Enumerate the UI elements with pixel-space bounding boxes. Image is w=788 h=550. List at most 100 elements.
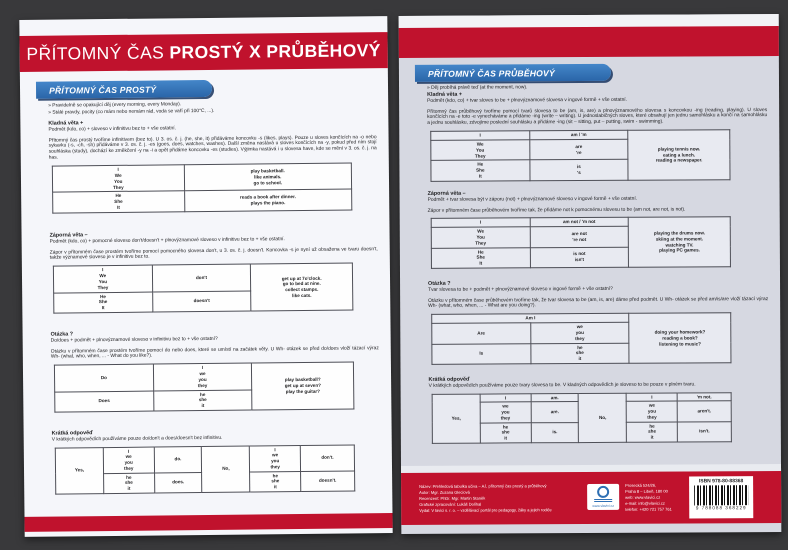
table-cell-line: it	[127, 486, 131, 492]
table-cell-line: it	[650, 434, 654, 440]
table-cell: he she it	[153, 389, 253, 411]
table-cell-line: 's	[577, 170, 581, 176]
table-cell-line: They	[112, 184, 124, 190]
footer-credits: Název: Přehledová tabulka učiva – AJ, př…	[419, 483, 579, 514]
bullet-glyph: »	[427, 85, 430, 91]
table-cell: Do	[54, 364, 154, 392]
front-card: PŘÍTOMNÝ ČAS PROSTÝ X PRŮBĚHOVÝ PŘÍTOMNÝ…	[19, 16, 393, 537]
table-cell-line: It	[479, 260, 483, 266]
table-cell: he she it	[530, 342, 630, 364]
credits-line: Vydal: V lavici s. r. o. – vzdělávací po…	[419, 507, 552, 513]
back-card: PŘÍTOMNÝ ČAS PRŮBĚHOVÝ » Děj probíhá prá…	[398, 14, 782, 534]
section-paragraph: Přítomný čas průběhový tvoříme pomocí tv…	[427, 107, 768, 127]
table-cell-line: 'm not.	[696, 393, 712, 399]
footer-address: Prosecká 524/26, Praha 8 – Libeň, 180 00…	[625, 482, 687, 512]
table-cell: Are	[431, 322, 531, 344]
table-cell: I We You They	[53, 265, 153, 293]
table-cell: He She It	[53, 291, 153, 313]
logo-waves-icon	[594, 498, 613, 503]
table-cell-line: am / 'm	[570, 132, 587, 138]
section-affirmative: Kladná věta + Podmět (kdo, co) + sloveso…	[48, 117, 377, 213]
table-cell-line: doesn't.	[318, 478, 337, 484]
table-cell-line: don't.	[321, 454, 334, 460]
page-title-bold: PROSTÝ X PRŮBĚHOVÝ	[169, 39, 381, 62]
table-cell-line: it	[201, 403, 205, 409]
bullet-text: Stálé pravdy, pocity (co mám nebo nemám …	[52, 108, 215, 116]
table-cell-line: plays the piano.	[250, 200, 286, 206]
section-paragraph: Zápor v přítomném čase průběhovém tvořím…	[427, 206, 686, 214]
table-cell-line: is.	[552, 429, 558, 435]
table-question: Am I doing your homework? reading a book? l…	[431, 313, 731, 365]
table-cell: he she it	[626, 421, 678, 443]
section-formula: Tvar slovesa to be + podmět + plnovýznam…	[428, 286, 613, 293]
table-cell-line: am.	[550, 394, 559, 400]
bullet-glyph: »	[48, 110, 52, 116]
table-cell: get up at 7o'clock. go to bed at nine. col…	[250, 263, 353, 311]
table-cell: don't	[152, 264, 251, 292]
table-cell-line: It	[101, 305, 105, 311]
table-cell-line: am not / 'm not	[562, 219, 596, 225]
table-cell: is not isn't	[530, 246, 629, 268]
section-affirmative: Kladná věta + Podmět (kdo, co) + tvar sl…	[427, 90, 767, 182]
table-cell-line: go to school.	[253, 179, 283, 186]
logo-url: www.vlavici.cz	[592, 503, 615, 508]
table-cell: doesn't	[152, 290, 252, 312]
table-cell: No,	[578, 392, 627, 443]
table-cell: we you they	[479, 402, 531, 423]
table-cell: He She It	[431, 247, 531, 269]
publisher-logo: www.vlavici.cz	[587, 483, 620, 511]
table-cell-line: they	[575, 335, 585, 341]
table-cell: don't.	[300, 444, 355, 472]
table-cell-line: it	[578, 356, 582, 362]
table-cell-line: Does	[98, 398, 110, 404]
table-cell: are.	[530, 401, 579, 423]
table-cell: are're	[529, 139, 629, 161]
table-cell: I	[626, 392, 678, 402]
table-cell-line: They	[97, 284, 109, 290]
table-cell-line: it	[504, 435, 508, 441]
table-cell-line: don't	[195, 274, 208, 281]
table-negative: I We You They don't get up at 7o'clock. go to …	[53, 263, 353, 314]
section-paragraph: Přítomný čas prostý tvoříme infinitivem …	[48, 134, 377, 161]
table-cell-line: No,	[598, 414, 607, 420]
table-cell-line: 're not	[572, 236, 587, 242]
table-cell: we you they	[530, 322, 630, 344]
table-cell: Yes,	[55, 447, 104, 495]
table-cell-line: Do	[100, 375, 107, 381]
table-cell: he she it	[480, 422, 532, 444]
bullet-text: Děj probíhá právě teď (at the moment, no…	[431, 85, 528, 91]
table-row: I We You They don't get up at 7o'clock. go to …	[53, 263, 353, 311]
section-paragraph: Zápor v přítomném čase prostém tvoříme p…	[49, 246, 378, 262]
table-cell: doesn't.	[300, 470, 355, 492]
table-cell-line: Is	[479, 350, 484, 356]
table-cell-line: No,	[222, 466, 230, 472]
table-cell-line: it	[273, 484, 277, 490]
table-cell: reads a book after dinner. plays the pian…	[184, 189, 352, 212]
table-cell: am.	[530, 393, 579, 403]
table-cell: we you they	[626, 401, 678, 422]
table-cell: does.	[154, 472, 203, 494]
table-cell-line: do.	[174, 456, 182, 462]
isbn-barcode: ISBN 978-80-88368 9 788088 368229	[689, 476, 754, 519]
table-cell: We You They	[430, 139, 530, 161]
table-cell-line: does.	[172, 479, 185, 485]
table-cell: Does	[54, 390, 154, 412]
table-cell: No,	[201, 445, 251, 493]
table-cell: He She It	[52, 191, 185, 213]
section-question: Otázka ? Tvar slovesa to be + podmět + p…	[428, 279, 768, 365]
table-cell-line: 're	[576, 149, 582, 155]
section-pill-prosty: PŘÍTOMNÝ ČAS PROSTÝ	[35, 79, 213, 99]
barcode-bars-icon	[694, 485, 749, 506]
table-cell: aren't.	[677, 401, 732, 422]
table-cell-line: they	[123, 465, 134, 471]
